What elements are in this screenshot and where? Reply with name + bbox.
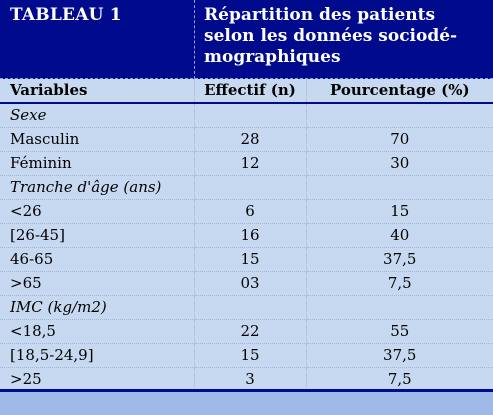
- row-count: 03: [194, 271, 307, 296]
- section-row-imc: IMC (kg/m2): [0, 295, 493, 320]
- row-label: >25: [0, 367, 195, 392]
- row-percent: 30: [306, 151, 493, 176]
- table-row: Masculin 28 70: [0, 127, 493, 152]
- table-row: Féminin 12 30: [0, 151, 493, 176]
- table-title: Répartition des patients selon les donné…: [204, 5, 458, 67]
- row-percent: 40: [306, 223, 493, 248]
- row-count: 3: [194, 367, 307, 392]
- data-table: Variables Effectif (n) Pourcentage (%) S…: [0, 79, 493, 392]
- section-label: IMC (kg/m2): [0, 295, 195, 320]
- row-label: Féminin: [0, 151, 195, 176]
- row-count: 15: [194, 343, 307, 368]
- row-label: <26: [0, 199, 195, 224]
- row-percent: 15: [306, 199, 493, 224]
- table-header: TABLEAU 1 Répartition des patients selon…: [0, 0, 493, 79]
- row-count: 15: [194, 247, 307, 272]
- column-header-percent: Pourcentage (%): [306, 79, 493, 104]
- row-count: 6: [194, 199, 307, 224]
- row-count: 28: [194, 127, 307, 152]
- row-label: [26-45]: [0, 223, 195, 248]
- table-number: TABLEAU 1: [10, 5, 122, 25]
- header-bottom-divider: [0, 78, 493, 79]
- table-row: [26-45] 16 40: [0, 223, 493, 248]
- section-row-sexe: Sexe: [0, 103, 493, 128]
- row-percent: 7,5: [306, 367, 493, 392]
- section-label: Sexe: [0, 103, 195, 128]
- section-row-age: Tranche d'âge (ans): [0, 175, 493, 200]
- table-bottom-rule: [0, 389, 493, 392]
- row-label: Masculin: [0, 127, 195, 152]
- row-percent: 7,5: [306, 271, 493, 296]
- table-row: [18,5-24,9] 15 37,5: [0, 343, 493, 368]
- row-count: 12: [194, 151, 307, 176]
- row-label: <18,5: [0, 319, 195, 344]
- table-row: 46-65 15 37,5: [0, 247, 493, 272]
- row-label: 46-65: [0, 247, 195, 272]
- table-row: >65 03 7,5: [0, 271, 493, 296]
- row-count: 16: [194, 223, 307, 248]
- column-header-count: Effectif (n): [194, 79, 307, 104]
- row-percent: 55: [306, 319, 493, 344]
- header-divider: [194, 0, 195, 79]
- table-footer-band: [0, 392, 493, 415]
- section-label: Tranche d'âge (ans): [0, 175, 195, 200]
- table-row: >25 3 7,5: [0, 367, 493, 392]
- row-percent: 37,5: [306, 343, 493, 368]
- table-row: <26 6 15: [0, 199, 493, 224]
- row-label: [18,5-24,9]: [0, 343, 195, 368]
- column-header-row: Variables Effectif (n) Pourcentage (%): [0, 79, 493, 104]
- row-percent: 37,5: [306, 247, 493, 272]
- column-header-variables: Variables: [0, 79, 195, 104]
- row-label: >65: [0, 271, 195, 296]
- table-row: <18,5 22 55: [0, 319, 493, 344]
- row-count: 22: [194, 319, 307, 344]
- row-percent: 70: [306, 127, 493, 152]
